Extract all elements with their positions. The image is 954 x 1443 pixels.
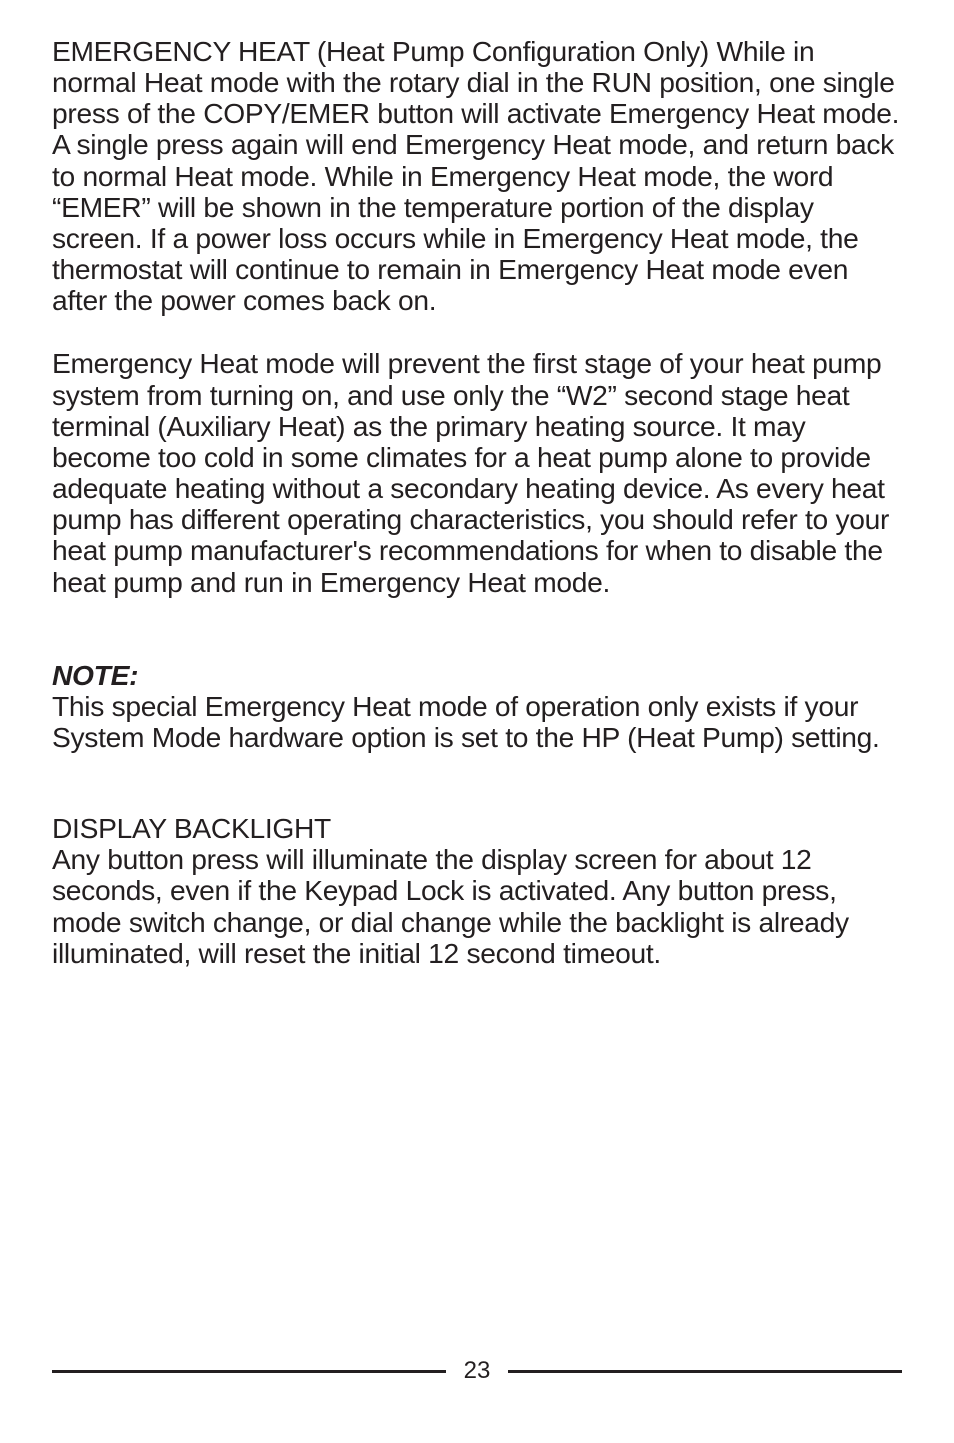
footer-rule-left (52, 1370, 446, 1373)
footer-rule-right (508, 1370, 902, 1373)
note-block: NOTE: This special Emergency Heat mode o… (52, 660, 902, 753)
note-body: This special Emergency Heat mode of oper… (52, 691, 902, 753)
section-3-body: Any button press will illuminate the dis… (52, 844, 902, 969)
section-2-body: Emergency Heat mode will prevent the fir… (52, 348, 902, 597)
section-3-heading: DISPLAY BACKLIGHT (52, 813, 902, 844)
section-1-heading: EMERGENCY HEAT (Heat Pump Configuration … (52, 35, 709, 67)
section-3: DISPLAY BACKLIGHT Any button press will … (52, 813, 902, 969)
page-number: 23 (464, 1357, 491, 1385)
page-footer: 23 (52, 1357, 902, 1385)
section-1-body: While in normal Heat mode with the rotar… (52, 35, 899, 316)
note-heading: NOTE: (52, 660, 902, 691)
section-1: EMERGENCY HEAT (Heat Pump Configuration … (52, 36, 902, 316)
